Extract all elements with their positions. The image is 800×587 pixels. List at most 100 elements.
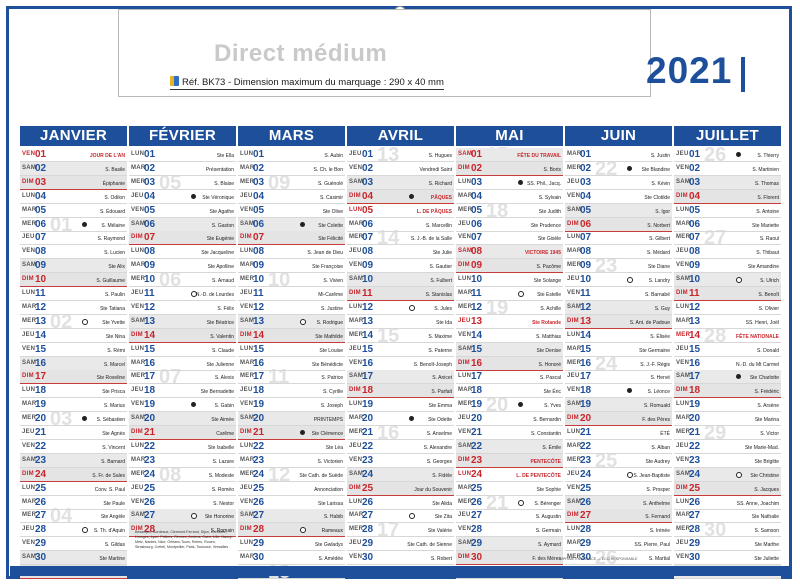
day-row[interactable]: MAR 16 Ste Bénédicte (238, 357, 345, 371)
day-row[interactable]: DIM 04 PÂQUES (347, 189, 454, 204)
day-row[interactable]: MAR 27 Ste Nathalie (674, 509, 781, 524)
day-row[interactable]: SAM 29 S. Aymard (456, 537, 563, 552)
day-row[interactable]: VEN 14 S. Matthias (456, 329, 563, 343)
day-row[interactable]: DIM 23 PENTECÔTE (456, 453, 563, 468)
day-row[interactable]: JEU 01 S. Thierry (674, 148, 781, 162)
day-row[interactable]: JEU 03 S. Kévin (565, 176, 672, 190)
day-row[interactable]: DIM 07 Ste Eugénie (129, 231, 236, 246)
day-row[interactable]: MAR 06 S. Marcellin (347, 218, 454, 232)
day-row[interactable]: SAM 15 Ste Denise (456, 342, 563, 357)
day-row[interactable]: MER 21 S. Victor (674, 426, 781, 440)
day-row[interactable]: LUN 25 Conv. S. Paul (20, 482, 127, 496)
day-row[interactable]: MAR 23 S. Lazare (129, 454, 236, 468)
day-row[interactable]: VEN 07 Ste Gisèle (456, 231, 563, 246)
day-row[interactable]: DIM 07 Ste Félicité (238, 231, 345, 246)
day-row[interactable]: MER 03 S. Guénolé (238, 176, 345, 190)
day-row[interactable]: JEU 04 S. Casimir (238, 190, 345, 204)
day-row[interactable]: MER 28 S. Samson (674, 523, 781, 538)
day-row[interactable]: SAM 10 S. Fulbert (347, 273, 454, 288)
day-row[interactable]: MER 14 S. Maxime (347, 329, 454, 343)
day-row[interactable]: DIM 10 S. Guillaume (20, 273, 127, 288)
day-row[interactable]: SAM 24 S. Fidèle (347, 467, 454, 482)
day-row[interactable]: JEU 25 S. Roméo (129, 482, 236, 496)
day-row[interactable]: VEN 30 S. Robert (347, 551, 454, 566)
day-row[interactable]: DIM 04 S. Florent (674, 189, 781, 204)
day-row[interactable]: LUN 14 S. Élisée (565, 329, 672, 343)
day-row[interactable]: VEN 11 S. Barnabé (565, 287, 672, 301)
day-row[interactable]: DIM 09 S. Pacôme (456, 259, 563, 274)
day-row[interactable]: SAM 13 Ste Béatrice (129, 314, 236, 329)
day-row[interactable]: MAR 13 SS. Henri, Joël (674, 315, 781, 329)
day-row[interactable]: JEU 08 Ste Julie (347, 245, 454, 260)
day-row[interactable]: MAR 15 Ste Germaine (565, 343, 672, 357)
day-row[interactable]: MER 03 S. Blaise (129, 176, 236, 190)
day-row[interactable]: VEN 16 N.-D. du Mt Carmel (674, 357, 781, 371)
day-row[interactable]: DIM 21 Carême (129, 426, 236, 440)
day-row[interactable]: JEU 01 S. Hugues (347, 148, 454, 162)
day-row[interactable]: MER 02 Ste Blandine (565, 162, 672, 176)
day-row[interactable]: DIM 02 S. Boris (456, 161, 563, 176)
day-row[interactable]: SAM 03 S. Thomas (674, 175, 781, 190)
day-row[interactable]: DIM 13 S. Ant. de Padoue (565, 314, 672, 329)
day-row[interactable]: SAM 17 S. Anicet (347, 370, 454, 385)
day-row[interactable]: LUN 07 S. Gilbert (565, 231, 672, 246)
day-row[interactable]: SAM 03 S. Richard (347, 175, 454, 190)
day-row[interactable]: DIM 28 S. Romain (129, 523, 236, 538)
day-row[interactable]: JEU 25 Annonciation (238, 482, 345, 496)
day-row[interactable]: VEN 01 JOUR DE L'AN (20, 148, 127, 162)
day-row[interactable]: VEN 12 S. Félix (129, 301, 236, 315)
day-row[interactable]: LUN 04 S. Odilon (20, 190, 127, 204)
day-row[interactable]: VEN 22 S. Vincent (20, 440, 127, 454)
day-row[interactable]: LUN 28 S. Irénée (565, 523, 672, 538)
day-row[interactable]: SAM 23 S. Barnard (20, 453, 127, 468)
day-row[interactable]: SAM 08 VICTOIRE 1945 (456, 245, 563, 260)
day-row[interactable]: SAM 02 S. Basile (20, 161, 127, 176)
day-row[interactable]: DIM 17 Ste Roseline (20, 370, 127, 385)
day-row[interactable]: SAM 30 Ste Martine (20, 551, 127, 566)
day-row[interactable]: VEN 12 S. Justine (238, 301, 345, 315)
day-row[interactable]: MER 26 S. Bérenger (456, 496, 563, 510)
day-row[interactable]: JEU 11 N.-D. de Lourdes (129, 287, 236, 301)
day-row[interactable]: MAR 20 Ste Odette (347, 412, 454, 427)
day-row[interactable]: LUN 03 SS. Phil., Jacq. (456, 176, 563, 190)
day-row[interactable]: VEN 19 S. Gabin (129, 398, 236, 413)
day-row[interactable]: JEU 06 Ste Prudence (456, 218, 563, 232)
day-row[interactable]: JEU 29 Ste Marthe (674, 537, 781, 552)
day-row[interactable]: JEU 17 S. Hervé (565, 370, 672, 385)
day-row[interactable]: MER 20 S. Sébastien (20, 412, 127, 427)
day-row[interactable]: LUN 01 Ste Ella (129, 148, 236, 162)
day-row[interactable]: LUN 05 S. Antoine (674, 204, 781, 218)
day-row[interactable]: SAM 27 S. Habib (238, 509, 345, 524)
day-row[interactable]: SAM 24 Ste Christine (674, 467, 781, 482)
day-row[interactable]: SAM 27 Ste Honorine (129, 509, 236, 524)
day-row[interactable]: DIM 18 S. Frédéric (674, 384, 781, 399)
day-row[interactable]: LUN 26 Ste Alida (347, 496, 454, 510)
day-row[interactable]: MAR 05 S. Édouard (20, 204, 127, 218)
day-row[interactable]: JEU 08 S. Thibaut (674, 245, 781, 260)
day-row[interactable]: DIM 14 Ste Mathilde (238, 328, 345, 343)
day-row[interactable]: MER 06 S. Mélaine (20, 218, 127, 232)
day-row[interactable]: SAM 19 S. Romuald (565, 398, 672, 413)
day-row[interactable]: SAM 06 Ste Colette (238, 217, 345, 232)
day-row[interactable]: SAM 20 Ste Aimée (129, 412, 236, 427)
day-row[interactable]: SAM 06 S. Gaston (129, 217, 236, 232)
day-row[interactable]: VEN 26 S. Nestor (129, 496, 236, 510)
day-row[interactable]: VEN 25 S. Prosper (565, 482, 672, 496)
day-row[interactable]: VEN 28 S. Germain (456, 523, 563, 538)
day-row[interactable]: SAM 16 S. Marcel (20, 356, 127, 371)
day-row[interactable]: DIM 11 S. Benoît (674, 287, 781, 301)
day-row[interactable]: MER 07 S. J.-B. de la Salle (347, 231, 454, 246)
day-row[interactable]: LUN 21 ÉTÉ (565, 426, 672, 440)
day-row[interactable]: JEU 18 Ste Bernadette (129, 384, 236, 399)
day-row[interactable]: DIM 06 S. Norbert (565, 217, 672, 232)
day-row[interactable]: SAM 20 PRINTEMPS (238, 412, 345, 427)
day-row[interactable]: JEU 11 Mi-Carême (238, 287, 345, 301)
day-row[interactable]: MAR 16 Ste Julienne (129, 357, 236, 371)
day-row[interactable]: SAM 22 S. Émile (456, 439, 563, 454)
day-row[interactable]: LUN 05 L. DE PÂQUES (347, 204, 454, 218)
day-row[interactable]: VEN 29 S. Gildas (20, 537, 127, 552)
day-row[interactable]: VEN 09 Ste Amandine (674, 259, 781, 274)
day-row[interactable]: MER 24 Ste Cath. de Suède (238, 468, 345, 482)
day-row[interactable]: MAR 11 Ste Estelle (456, 287, 563, 301)
day-row[interactable]: VEN 30 Ste Juliette (674, 551, 781, 566)
